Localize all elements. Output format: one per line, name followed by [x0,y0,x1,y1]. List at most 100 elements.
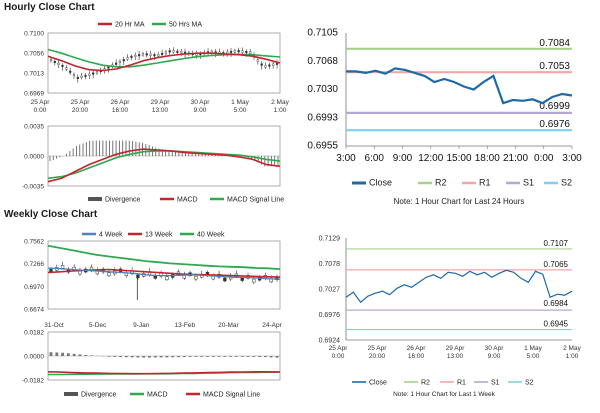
weekly-macd-ytick: -0.0182 [22,378,44,385]
hourly-ma-xtick-date: 30 Apr [191,99,211,106]
weekly-ma-xtick: 20-Mar [218,322,239,329]
h24-xtick: 3:00 [336,153,356,164]
hourly-candle-body [69,70,72,73]
h24-xtick: 6:00 [365,153,385,164]
hourly-ma-ytick: 0.7100 [24,31,44,38]
weekly-divergence-bar [142,356,146,358]
hourly-ma-xtick-date: 2 May [271,99,289,106]
hourly-candle-body [80,75,83,78]
weekly-divergence-bar [246,356,250,357]
weekly-divergence-bar [159,356,163,358]
weekly-divergence-bar [78,354,82,356]
weekly-ma4-line [47,267,281,280]
weekly-ma-xtick: 9-Jan [133,322,150,329]
hourly-candle-body [264,65,267,68]
hourly-ma-xtick-time: 9:00 [194,107,207,114]
hourly-candle-body [145,53,148,56]
weekly-ma-ytick: 0.6970 [24,284,44,291]
weekly-1w-ytick: 0.7129 [319,236,341,243]
h24-level-label-r2: 0.7084 [539,38,570,49]
hourly-24h-legend-label: S2 [561,178,572,188]
w1-level-label-s2: 0.6945 [544,320,569,329]
weekly-macd-legend-label: MACD [147,392,168,399]
weekly-divergence-bar [107,356,111,357]
hourly-candle-body [229,51,233,54]
weekly-divergence-bar [258,356,262,357]
weekly-1w-xtick-date: 1 May [524,345,542,352]
hourly-ma-ytick: 0.7056 [24,51,44,58]
weekly-divergence-bar [229,356,233,357]
hourly-macd-ytick: 0.0000 [24,154,44,161]
weekly-divergence-bar [84,354,88,356]
hourly-ma-xtick-time: 20:00 [72,107,89,114]
weekly-1w-xtick-date: 2 May [563,345,581,352]
hourly-ma-legend-label: 20 Hr MA [115,22,145,29]
hourly-ma50-line [47,48,281,68]
hourly-macd-legend-label: MACD [177,197,198,204]
weekly-divergence-bar [153,356,157,358]
weekly-ma-ytick: 0.7266 [24,261,44,268]
hourly-candle-body [126,57,129,60]
weekly-macd-legend-label: Divergence [81,392,117,399]
hourly-candle-body [61,64,64,67]
weekly-divergence-bar [148,356,151,358]
weekly-divergence-bar [200,356,204,357]
weekly-ma-xtick: 5-Dec [89,322,107,329]
hourly-candle-body [95,71,99,74]
weekly-divergence-bar [206,356,209,357]
weekly-divergence-bar [177,356,180,358]
hourly-candle-body [172,50,175,53]
weekly-1w-xtick-date: 25 Apr [329,345,349,352]
weekly-1w-xtick-time: 9:00 [488,353,501,360]
hourly-candle-body [130,55,133,58]
hourly-candle-body [268,64,271,67]
hourly-candle-body [118,60,122,63]
weekly-candle-body [136,274,140,279]
weekly-1w-xtick-time: 5:00 [527,353,540,360]
h24-xtick: 15:00 [446,153,471,164]
hourly-ma-xtick-date: 26 Apr [111,99,131,106]
weekly-divergence-bar [130,356,134,358]
weekly-divergence-bar [66,353,70,356]
hourly-candle-body [176,50,179,53]
hourly-ma-ytick: 0.7013 [24,71,44,78]
h24-note: Note: 1 Hour Chart for Last 24 Hours [394,197,525,206]
hourly-candle-body [65,67,68,70]
weekly-divergence-bar [194,356,198,357]
weekly-1w-xtick-time: 20:00 [369,353,386,360]
hourly-candle-body [180,51,183,54]
weekly-divergence-bar [240,356,244,357]
hourly-ma-xtick-date: 25 Apr [71,99,91,106]
hourly-24h-ytick: 0.7030 [307,84,338,95]
weekly-divergence-bar [188,356,192,357]
weekly-1w-legend-label: S2 [525,380,534,387]
hourly-candle-body [256,59,259,62]
hourly-24h-legend-label: R2 [435,178,447,188]
weekly-divergence-bar [124,356,128,358]
weekly-macd-ytick: 0.0000 [24,354,44,361]
weekly-1w-ytick: 0.6924 [319,338,341,345]
hourly-candle-body [122,59,125,62]
hourly-candle-body [237,50,240,53]
hourly-24h-ytick: 0.7068 [307,56,338,67]
hourly-candle-body [233,50,236,53]
weekly-divergence-bar [165,356,169,358]
weekly-candle-body [194,275,198,280]
weekly-divergence-bar [72,353,76,356]
w1-note: Note: 1 Hour Chart for Last 1 Week [393,391,496,398]
hourly-ma-xtick-date: 1 May [231,99,249,106]
weekly-1w-legend-label: R1 [457,380,466,387]
hourly-candle-body [84,74,87,77]
weekly-ma-xtick: 24-Apr [262,322,282,329]
weekly-divergence-bar [113,356,117,357]
hourly-candle-body [72,73,76,76]
w1-close-line [345,269,573,304]
hourly-ma20-line [47,52,281,72]
hourly-candle-body [157,54,160,57]
weekly-ma-ytick: 0.6674 [24,307,44,314]
h24-xtick: 9:00 [393,153,413,164]
weekly-divergence-bar [49,352,53,356]
weekly-divergence-bar [136,356,140,358]
weekly-candle-body [107,272,111,277]
w1-level-label-s1: 0.6984 [544,299,569,308]
